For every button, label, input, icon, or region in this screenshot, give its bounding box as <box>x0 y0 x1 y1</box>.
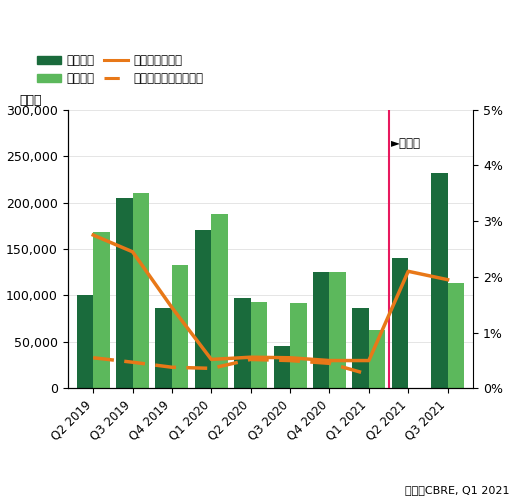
Bar <box>251 302 267 388</box>
Bar <box>195 231 211 388</box>
Text: 出所：CBRE, Q1 2021: 出所：CBRE, Q1 2021 <box>405 486 510 496</box>
Legend: 新規供給, 新規需要, 空室率（全体）, 空室率（筑１年以上）: 新規供給, 新規需要, 空室率（全体）, 空室率（筑１年以上） <box>37 54 203 85</box>
Text: （坪）: （坪） <box>19 94 42 107</box>
Bar <box>93 232 110 388</box>
Bar <box>274 346 290 388</box>
Bar <box>313 272 330 388</box>
Bar <box>448 283 464 388</box>
Bar <box>290 303 307 388</box>
Bar <box>330 272 346 388</box>
Bar <box>211 214 228 388</box>
Bar <box>133 193 149 388</box>
Bar <box>392 258 408 388</box>
Text: ►予測値: ►予測値 <box>391 137 421 150</box>
Bar <box>234 298 251 388</box>
Bar <box>155 308 172 388</box>
Bar <box>431 173 448 388</box>
Bar <box>172 265 188 388</box>
Bar <box>353 308 369 388</box>
Bar <box>116 198 133 388</box>
Bar <box>76 295 93 388</box>
Bar <box>369 330 385 388</box>
